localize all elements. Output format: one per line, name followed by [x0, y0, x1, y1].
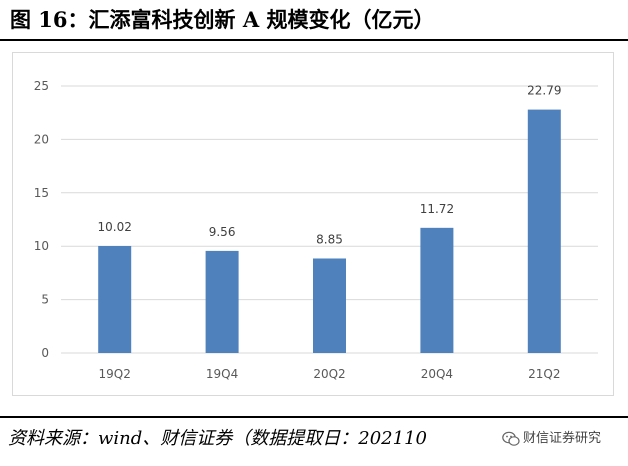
x-tick-label: 21Q2 — [528, 367, 560, 381]
source-divider — [0, 416, 628, 418]
source-note: 资料来源：wind、财信证券（数据提取日：202110 — [8, 428, 427, 449]
x-tick-label: 20Q2 — [313, 367, 345, 381]
y-tick-label: 0 — [41, 346, 49, 360]
data-label: 22.79 — [527, 84, 561, 98]
y-tick-label: 25 — [34, 79, 49, 93]
watermark: 财信证券研究 — [500, 427, 606, 451]
bar-20Q2 — [313, 258, 346, 353]
data-label: 10.02 — [98, 220, 132, 234]
y-axis-ticks: 0 5 10 15 20 25 — [34, 79, 49, 360]
gridlines — [61, 85, 598, 354]
y-tick-label: 15 — [34, 186, 49, 200]
bar-19Q4 — [205, 250, 239, 353]
data-label: 11.72 — [420, 202, 454, 216]
x-tick-label: 19Q4 — [206, 367, 238, 381]
bar-19Q2 — [98, 245, 132, 353]
title-divider — [0, 39, 628, 41]
x-axis-ticks: 19Q2 19Q4 20Q2 20Q4 21Q2 — [99, 367, 561, 381]
bars — [98, 109, 561, 353]
bar-20Q4 — [420, 227, 454, 353]
chart-area: 0 5 10 15 20 25 10.02 9.56 8.85 11.72 22.79 19Q2 1… — [12, 52, 614, 396]
x-tick-label: 20Q4 — [421, 367, 453, 381]
x-tick-label: 19Q2 — [99, 367, 131, 381]
y-tick-label: 20 — [34, 132, 49, 146]
y-tick-label: 5 — [41, 293, 49, 307]
data-label: 9.56 — [209, 225, 236, 239]
figure-title: 图 16：汇添富科技创新 A 规模变化（亿元） — [10, 7, 435, 32]
watermark-text: 财信证券研究 — [523, 431, 602, 446]
bar-21Q2 — [527, 109, 561, 353]
y-tick-label: 10 — [34, 239, 49, 253]
wechat-icon — [502, 431, 520, 446]
data-labels: 10.02 9.56 8.85 11.72 22.79 — [98, 84, 562, 247]
data-label: 8.85 — [316, 232, 343, 246]
